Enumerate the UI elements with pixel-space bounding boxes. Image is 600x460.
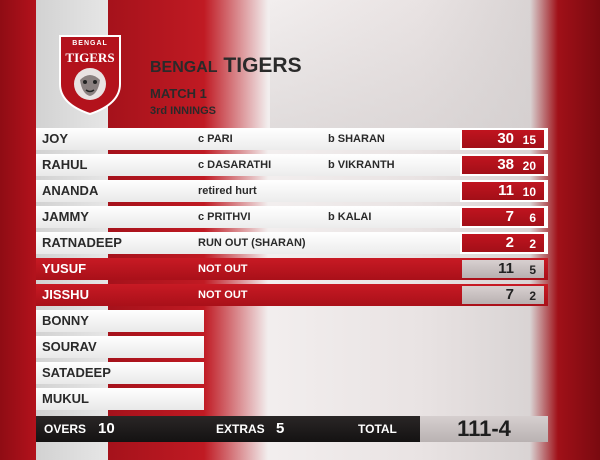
total-label: TOTAL (358, 422, 397, 436)
extras-label: EXTRAS (216, 422, 265, 436)
team-logo: BENGAL TIGERS (58, 34, 122, 116)
batsman-row-not-out: YUSUF NOT OUT 11 5 (36, 258, 548, 280)
batsman-row: JAMMY c PRITHVI b KALAI 7 6 (36, 206, 548, 228)
score-cell: 38 20 (460, 154, 548, 176)
score-cell: 11 5 (460, 258, 548, 280)
dismissal-bowler: b KALAI (328, 211, 372, 223)
balls: 5 (529, 263, 536, 277)
dismissal-cell (200, 258, 460, 280)
dismissal-cell (200, 206, 460, 228)
batsman-row-yet-to-bat: SOURAV (36, 336, 548, 358)
score-cell: 30 15 (460, 128, 548, 150)
batsman-row-not-out: JISSHU NOT OUT 7 2 (36, 284, 548, 306)
overs-label: OVERS (44, 422, 87, 436)
extras-value: 5 (276, 420, 285, 437)
team-title: BENGAL TIGERS (150, 54, 302, 80)
team-name-part2: TIGERS (223, 54, 302, 77)
batsman-name: ANANDA (36, 180, 200, 202)
dismissal-cell (200, 180, 460, 202)
batsman-name: RAHUL (36, 154, 200, 176)
batsman-row-yet-to-bat: BONNY (36, 310, 548, 332)
dismissal-status: NOT OUT (198, 263, 248, 275)
batsman-name: YUSUF (36, 258, 200, 280)
batsman-row: RATNADEEP RUN OUT (SHARAN) 2 2 (36, 232, 548, 254)
dismissal-fielder: c PARI (198, 133, 233, 145)
dismissal-fielder: retired hurt (198, 185, 257, 197)
batsman-name: BONNY (36, 310, 204, 332)
runs: 38 (497, 156, 514, 173)
total-box: 111-4 (420, 416, 548, 442)
dismissal-status: NOT OUT (198, 289, 248, 301)
tiger-shield-icon (59, 35, 121, 116)
balls: 20 (522, 159, 536, 173)
runs: 11 (498, 260, 514, 277)
batsman-row: RAHUL c DASARATHI b VIKRANTH 38 20 (36, 154, 548, 176)
dismissal-cell (200, 284, 460, 306)
score-cell: 7 2 (460, 284, 548, 306)
dismissal-fielder: c PRITHVI (198, 211, 251, 223)
batsman-name: SOURAV (36, 336, 204, 358)
batsman-row: JOY c PARI b SHARAN 30 15 (36, 128, 548, 150)
score-cell: 2 2 (460, 232, 548, 254)
batsman-name: JOY (36, 128, 200, 150)
dismissal-cell (200, 128, 460, 150)
batsman-row-yet-to-bat: MUKUL (36, 388, 548, 410)
batsman-name: MUKUL (36, 388, 204, 410)
batsman-row: ANANDA retired hurt 11 10 (36, 180, 548, 202)
dismissal-fielder: c DASARATHI (198, 159, 272, 171)
runs: 11 (498, 182, 514, 199)
dismissal-cell (200, 232, 460, 254)
background-red-stripe-left (0, 0, 36, 460)
dismissal-bowler: b VIKRANTH (328, 159, 395, 171)
dismissal-fielder: RUN OUT (SHARAN) (198, 237, 306, 249)
runs: 30 (497, 130, 514, 147)
dismissal-bowler: b SHARAN (328, 133, 385, 145)
total-value: 111-4 (457, 416, 511, 441)
score-cell: 11 10 (460, 180, 548, 202)
runs: 2 (505, 234, 514, 251)
batsman-name: JISSHU (36, 284, 200, 306)
balls: 15 (522, 133, 536, 147)
scorecard-footer: OVERS 10 EXTRAS 5 TOTAL 111-4 (36, 416, 548, 442)
batsman-name: SATADEEP (36, 362, 204, 384)
runs: 7 (505, 208, 514, 225)
balls: 2 (529, 237, 536, 251)
background-red-stripe-right (530, 0, 600, 460)
match-label: MATCH 1 (150, 86, 207, 101)
team-name-part1: BENGAL (150, 59, 218, 76)
logo-main-text: TIGERS (65, 50, 115, 65)
batsman-row-yet-to-bat: SATADEEP (36, 362, 548, 384)
background-skyline (270, 0, 530, 140)
logo-top-text: BENGAL (72, 40, 108, 47)
runs: 7 (505, 286, 514, 303)
scorecard-header: BENGAL TIGERS MATCH 1 3rd INNINGS (150, 54, 302, 117)
balls: 6 (529, 211, 536, 225)
balls: 10 (522, 185, 536, 199)
innings-label: 3rd INNINGS (150, 105, 217, 117)
balls: 2 (529, 289, 536, 303)
dismissal-cell (200, 154, 460, 176)
overs-value: 10 (98, 420, 115, 437)
batsman-name: JAMMY (36, 206, 200, 228)
score-cell: 7 6 (460, 206, 548, 228)
batsman-name: RATNADEEP (36, 232, 200, 254)
